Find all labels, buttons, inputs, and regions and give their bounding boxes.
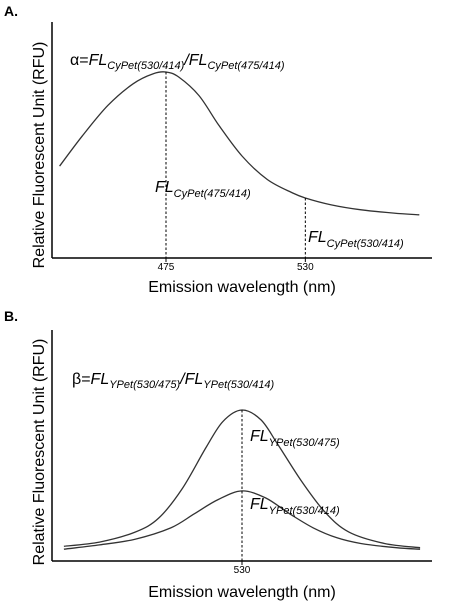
panel-a-annotation-fl-475: FLCyPet(475/414) (155, 179, 251, 200)
panel-b-annotation-fl-530-475-sub: YPet(530/475) (269, 437, 340, 449)
panel-b-annotation-fl-530-475-main: FL (250, 428, 269, 445)
panel-b-annotation-fl-530-414: FLYPet(530/414) (250, 496, 340, 517)
panel-a-tick-label-475: 475 (158, 262, 175, 273)
panel-b-formula-slash: / (179, 371, 186, 388)
panel-b-annotation-fl-530-414-sub: YPet(530/414) (269, 505, 340, 517)
panel-a-annotation-fl-475-sub: CyPet(475/414) (174, 188, 251, 200)
panel-b-annotation-fl-530-475: FLYPet(530/475) (250, 428, 340, 449)
panel-b-formula-sub2: YPet(530/414) (203, 379, 274, 391)
panel-a-formula-sub2: CyPet(475/414) (207, 60, 284, 72)
panel-a-tick-label-530: 530 (297, 262, 314, 273)
panel-a-annotation-fl-530-sub: CyPet(530/414) (327, 238, 404, 250)
panel-b-annotation-fl-530-414-main: FL (250, 496, 269, 513)
panel-b-label: B. (4, 308, 18, 324)
panel-b-x-axis-title: Emission wavelength (nm) (148, 584, 336, 601)
panel-a-formula-slash: / (183, 52, 190, 69)
panel-b-formula-sub1: YPet(530/475) (109, 379, 180, 391)
panel-b-formula-fl1: FL (91, 371, 110, 388)
panel-b-formula-fl2: FL (185, 371, 204, 388)
panel-a-formula-fl1: FL (89, 52, 108, 69)
panel-b: B. Relative Fluorescent Unit (RFU) 530 E… (4, 308, 432, 601)
panel-b-y-axis-title: Relative Fluorescent Unit (RFU) (31, 339, 48, 566)
panel-a-formula-lhs: α= (70, 52, 89, 69)
panel-a-alpha-formula: α=FLCyPet(530/414)/FLCyPet(475/414) (70, 52, 285, 72)
panel-b-tick-label-530: 530 (234, 565, 251, 576)
panel-a-x-axis-title: Emission wavelength (nm) (148, 279, 336, 296)
panel-a-annotation-fl-475-main: FL (155, 179, 174, 196)
panel-a-annotation-fl-530: FLCyPet(530/414) (308, 229, 404, 250)
panel-a-formula-fl2: FL (189, 52, 208, 69)
panel-b-formula-lhs: β= (72, 371, 91, 388)
panel-a-label: A. (4, 3, 18, 19)
panel-a-cypet-emission-curve (59, 71, 420, 216)
panel-b-beta-formula: β=FLYPet(530/475)/FLYPet(530/414) (72, 371, 275, 391)
panel-a-y-axis-title: Relative Fluorescent Unit (RFU) (31, 42, 48, 269)
panel-a-formula-sub1: CyPet(530/414) (107, 60, 184, 72)
panel-b-ypet-530-414-curve (63, 490, 421, 550)
panel-a-annotation-fl-530-main: FL (308, 229, 327, 246)
panel-a: A. Relative Fluorescent Unit (RFU) 475 5… (4, 3, 432, 296)
